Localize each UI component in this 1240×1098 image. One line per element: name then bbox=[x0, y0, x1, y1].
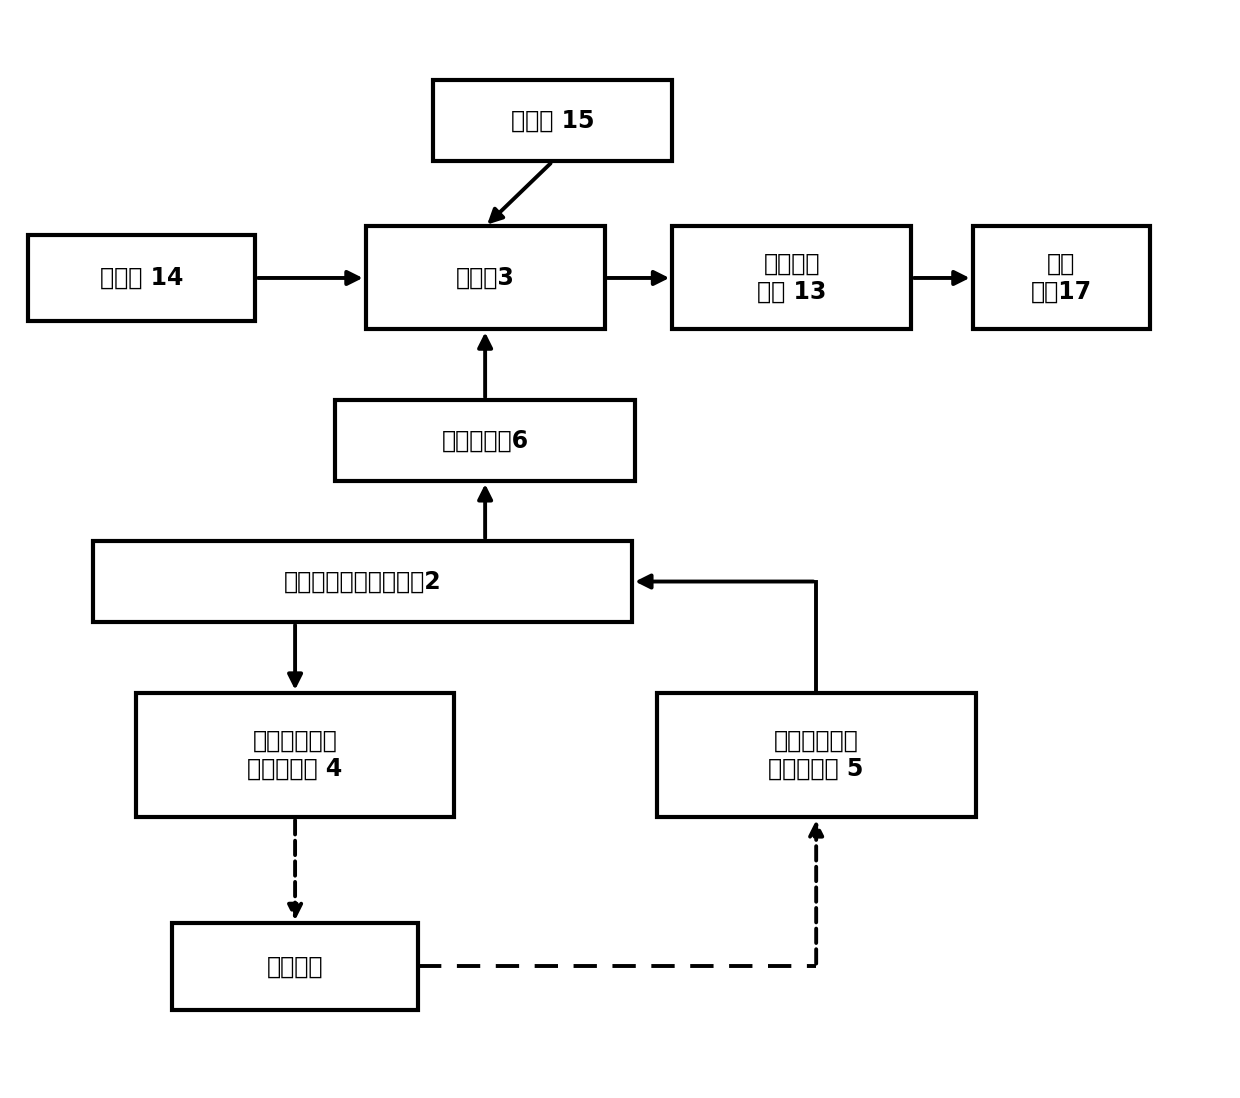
FancyBboxPatch shape bbox=[433, 80, 672, 161]
FancyBboxPatch shape bbox=[335, 400, 635, 481]
FancyBboxPatch shape bbox=[972, 226, 1151, 329]
Text: 超声波脉冲发射接收器2: 超声波脉冲发射接收器2 bbox=[284, 570, 441, 594]
Text: 空气耦合超声
发射换能器 4: 空气耦合超声 发射换能器 4 bbox=[248, 729, 342, 781]
FancyBboxPatch shape bbox=[672, 226, 911, 329]
FancyBboxPatch shape bbox=[366, 226, 605, 329]
Text: 计算机3: 计算机3 bbox=[455, 266, 515, 290]
FancyBboxPatch shape bbox=[93, 541, 632, 623]
FancyBboxPatch shape bbox=[135, 693, 455, 817]
FancyBboxPatch shape bbox=[29, 235, 255, 322]
FancyBboxPatch shape bbox=[172, 923, 418, 1010]
Text: 摄像仪 15: 摄像仪 15 bbox=[511, 109, 594, 133]
Text: 空气耦合超声
接收换能器 5: 空气耦合超声 接收换能器 5 bbox=[769, 729, 864, 781]
Text: 信号放大器6: 信号放大器6 bbox=[441, 428, 528, 452]
Text: 远程
终端17: 远程 终端17 bbox=[1030, 253, 1092, 304]
Text: 无线网络
模块 13: 无线网络 模块 13 bbox=[756, 253, 826, 304]
Text: 定位器 14: 定位器 14 bbox=[100, 266, 184, 290]
Text: 无砟轨道: 无砟轨道 bbox=[267, 954, 324, 978]
FancyBboxPatch shape bbox=[657, 693, 976, 817]
